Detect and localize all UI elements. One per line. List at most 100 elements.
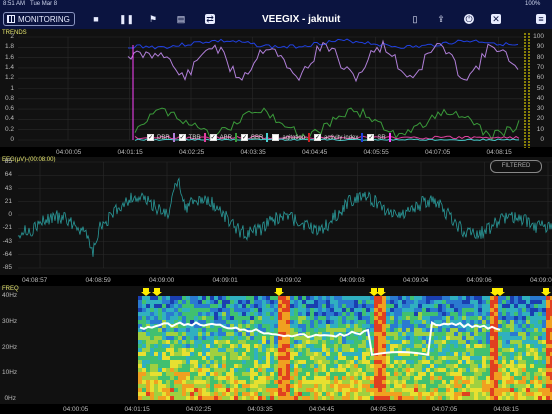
filtered-button[interactable]: FILTERED <box>490 160 542 173</box>
monitoring-button[interactable]: MONITORING <box>3 12 75 26</box>
legend-item[interactable]: ✓ ABR <box>209 133 238 142</box>
swap-icon[interactable]: ⇄ <box>205 14 215 24</box>
flag-icon[interactable]: ⚑ <box>148 14 158 24</box>
spectrogram-cell <box>402 356 406 360</box>
spectrogram-cell <box>290 396 294 400</box>
spectrogram-cell <box>498 376 502 380</box>
spectrogram-cell <box>426 332 430 336</box>
spectrogram-cell <box>322 332 326 336</box>
legend-item[interactable]: agitation <box>272 133 311 142</box>
legend-checkbox[interactable]: ✓ <box>178 134 186 141</box>
spectrogram-cell <box>362 364 366 368</box>
spectrogram-cell <box>298 376 302 380</box>
power-icon[interactable]: ⏻ <box>464 14 474 24</box>
spectrogram-cell <box>458 384 462 388</box>
spectrogram-cell <box>474 388 478 392</box>
spectrogram-cell <box>242 340 246 344</box>
spectrogram-cell <box>438 384 442 388</box>
spectrogram-cell <box>170 344 174 348</box>
legend-item[interactable]: ✓ TBR <box>178 133 206 142</box>
legend-item[interactable]: ✓ activity index <box>314 133 364 142</box>
spectrogram-cell <box>526 368 530 372</box>
spectrogram-cell <box>514 312 518 316</box>
spectrogram-cell <box>506 316 510 320</box>
spectrogram-cell <box>514 360 518 364</box>
spectrogram-cell <box>442 372 446 376</box>
spectrogram-cell <box>314 396 318 400</box>
spectrogram-cell <box>166 324 170 328</box>
spectrogram-cell <box>314 316 318 320</box>
spectrogram-cell <box>222 300 226 304</box>
spectrogram-cell <box>406 336 410 340</box>
spectrogram-cell <box>146 328 150 332</box>
settings-icon[interactable]: ≡ <box>536 14 546 24</box>
spectrogram-cell <box>462 312 466 316</box>
spectrogram-cell <box>458 392 462 396</box>
stop-icon[interactable]: ■ <box>93 14 99 24</box>
legend-item[interactable]: ✓ BBR <box>241 133 269 142</box>
spectrogram-cell <box>186 332 190 336</box>
spectrogram-cell <box>258 304 262 308</box>
spectrogram-cell <box>262 328 266 332</box>
spectrogram-cell <box>462 348 466 352</box>
spectrogram-cell <box>258 360 262 364</box>
legend-checkbox[interactable] <box>272 134 280 141</box>
spectrogram-cell <box>162 344 166 348</box>
spectrogram-cell <box>378 304 382 308</box>
spectrogram-cell <box>430 340 434 344</box>
legend-item[interactable]: ✓ DBR <box>147 133 175 142</box>
spectrogram-cell <box>322 304 326 308</box>
spectrogram-cell <box>526 388 530 392</box>
spectrogram-cell <box>298 304 302 308</box>
trends-right-tick: 80 <box>536 53 544 61</box>
spectrogram-cell <box>230 356 234 360</box>
legend-item[interactable]: ✓ SR <box>367 133 391 142</box>
spectrogram-cell <box>426 300 430 304</box>
spectrogram-cell <box>330 340 334 344</box>
spectrogram-cell <box>318 312 322 316</box>
spectrogram-cell <box>454 352 458 356</box>
legend-checkbox[interactable]: ✓ <box>147 134 154 141</box>
spectrogram-cell <box>530 372 534 376</box>
spectrogram-cell <box>294 336 298 340</box>
spectrogram-cell <box>274 388 278 392</box>
spectrogram-cell <box>370 380 374 384</box>
spectrogram-cell <box>262 360 266 364</box>
spectrogram-cell <box>146 308 150 312</box>
comment-icon[interactable]: ▤ <box>176 14 186 24</box>
legend-checkbox[interactable]: ✓ <box>209 134 217 141</box>
spectrogram-cell <box>270 308 274 312</box>
spectrogram-cell <box>466 304 470 308</box>
spectrogram-cell <box>482 368 486 372</box>
spectrogram-cell <box>234 340 238 344</box>
spectrogram-cell <box>238 300 242 304</box>
eeg-x-tick: 04:09:06 <box>466 277 492 284</box>
share-icon[interactable]: ⇪ <box>437 14 445 24</box>
pause-icon[interactable]: ❚❚ <box>119 14 135 24</box>
spectrogram-cell <box>210 384 214 388</box>
spectrogram-cell <box>518 336 522 340</box>
spectrogram-cell <box>210 356 214 360</box>
legend-checkbox[interactable]: ✓ <box>241 134 249 141</box>
spectrogram-cell <box>374 332 378 336</box>
spectrogram-cell <box>150 396 154 400</box>
spectrogram-cell <box>446 388 450 392</box>
legend-checkbox[interactable]: ✓ <box>367 134 375 141</box>
spectrogram-cell <box>498 316 502 320</box>
spectrogram-cell <box>170 328 174 332</box>
spectrogram-cell <box>478 348 482 352</box>
eeg-x-tick: 04:09:07 <box>530 277 552 284</box>
legend-checkbox[interactable]: ✓ <box>314 134 322 141</box>
spectrogram-cell <box>310 364 314 368</box>
spectrogram-cell <box>310 388 314 392</box>
spectrogram-cell <box>334 380 338 384</box>
close-icon[interactable]: ✕ <box>491 14 501 24</box>
spectrogram-cell <box>198 320 202 324</box>
spectrogram-cell <box>414 360 418 364</box>
spectrogram-cell <box>330 320 334 324</box>
spectrogram-cell <box>446 356 450 360</box>
spectrogram-cell <box>306 316 310 320</box>
spectrogram-cell <box>382 300 386 304</box>
document-icon[interactable]: ▯ <box>412 14 418 24</box>
spectrogram-cell <box>182 328 186 332</box>
